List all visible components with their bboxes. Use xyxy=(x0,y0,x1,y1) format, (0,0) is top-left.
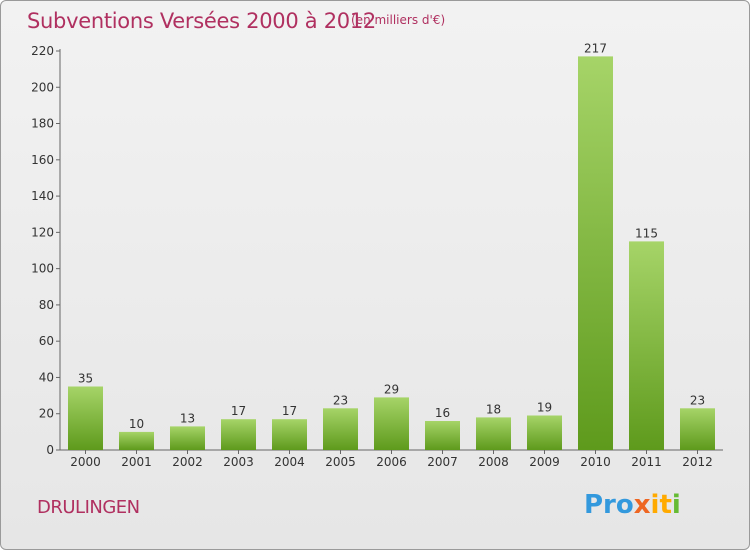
x-tick-label-2003: 2003 xyxy=(223,455,254,469)
logo-part-1: Pro xyxy=(584,490,634,520)
bar-2004 xyxy=(272,419,307,450)
data-label-2008: 18 xyxy=(486,402,501,416)
data-label-2011: 115 xyxy=(635,226,658,240)
chart-title: Subventions Versées 2000 à 2012 xyxy=(27,9,376,33)
x-tick-label-2004: 2004 xyxy=(274,455,305,469)
y-tick-label: 100 xyxy=(31,262,54,276)
bar-2011 xyxy=(629,241,664,450)
y-tick-label: 220 xyxy=(31,44,54,58)
y-tick-label: 60 xyxy=(39,334,54,348)
data-label-2005: 23 xyxy=(333,393,348,407)
data-label-2001: 10 xyxy=(129,417,144,431)
logo-part-2: x xyxy=(633,490,651,520)
bar-2001 xyxy=(119,431,154,450)
data-label-2004: 17 xyxy=(282,404,297,418)
data-label-2012: 23 xyxy=(690,393,705,407)
y-tick-label: 0 xyxy=(46,443,54,457)
data-label-2002: 13 xyxy=(180,411,195,425)
data-label-2009: 19 xyxy=(537,401,552,415)
y-tick-label: 40 xyxy=(39,370,54,384)
y-tick-label: 180 xyxy=(31,117,54,131)
bar-2012 xyxy=(680,408,715,450)
chart-bars xyxy=(68,56,715,451)
data-label-2003: 17 xyxy=(231,404,246,418)
y-tick-label: 120 xyxy=(31,225,54,239)
x-tick-label-2012: 2012 xyxy=(682,455,713,469)
x-tick-label-2000: 2000 xyxy=(70,455,101,469)
x-tick-label-2010: 2010 xyxy=(580,455,611,469)
commune-name: DRULINGEN xyxy=(37,497,140,518)
x-tick-label-2001: 2001 xyxy=(121,455,152,469)
data-label-2010: 217 xyxy=(584,41,607,55)
bar-2010 xyxy=(578,56,613,451)
y-tick-label: 20 xyxy=(39,407,54,421)
x-tick-label-2008: 2008 xyxy=(478,455,509,469)
y-tick-label: 140 xyxy=(31,189,54,203)
bar-2002 xyxy=(170,426,205,450)
y-tick-label: 80 xyxy=(39,298,54,312)
bar-2000 xyxy=(68,386,103,450)
bar-2008 xyxy=(476,417,511,450)
data-label-2006: 29 xyxy=(384,382,399,396)
x-tick-label-2005: 2005 xyxy=(325,455,356,469)
bar-2007 xyxy=(425,421,460,450)
chart-subtitle: (en milliers d'€) xyxy=(351,13,446,27)
bar-2003 xyxy=(221,419,256,450)
x-tick-label-2007: 2007 xyxy=(427,455,458,469)
logo-part-3: it xyxy=(650,490,672,520)
data-label-2000: 35 xyxy=(78,372,93,386)
x-tick-label-2009: 2009 xyxy=(529,455,560,469)
chart-axes: 0 20 40 60 80 100 120 140 160 180 200 220 xyxy=(31,44,723,457)
bar-2005 xyxy=(323,408,358,450)
x-tick-label-2006: 2006 xyxy=(376,455,407,469)
chart-labels: 2000 35 2001 10 2002 13 2003 17 2004 17 2005 23 2006… xyxy=(70,41,713,469)
x-tick-label-2002: 2002 xyxy=(172,455,203,469)
data-label-2007: 16 xyxy=(435,406,450,420)
y-tick-label: 160 xyxy=(31,153,54,167)
bar-2009 xyxy=(527,415,562,450)
bar-2006 xyxy=(374,397,409,450)
logo-part-4: i xyxy=(671,490,681,520)
y-tick-label: 200 xyxy=(31,80,54,94)
x-tick-label-2011: 2011 xyxy=(631,455,662,469)
proxiti-logo[interactable]: Proxiti xyxy=(584,490,681,520)
